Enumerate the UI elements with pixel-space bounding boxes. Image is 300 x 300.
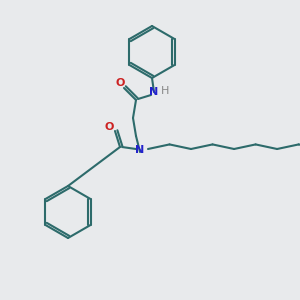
Text: N: N [149,87,159,97]
Text: O: O [115,78,125,88]
Text: H: H [161,86,169,96]
Text: N: N [135,145,145,155]
Text: O: O [104,122,114,132]
